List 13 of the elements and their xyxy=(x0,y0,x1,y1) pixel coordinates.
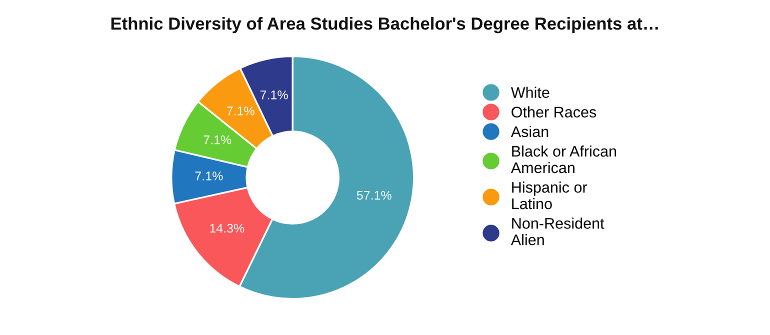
legend-label: Black or African American xyxy=(510,145,616,174)
legend-label: Other Races xyxy=(512,106,596,118)
data-label: 7.1% xyxy=(204,135,232,144)
data-label: 7.1% xyxy=(260,90,288,100)
data-label: 14.3% xyxy=(210,224,244,233)
chart-title: Ethnic Diversity of Area Studies Bachelor's Degree Recipients at… xyxy=(111,16,658,34)
legend-label: Non-Resident Alien xyxy=(510,218,604,246)
legend-label: White xyxy=(510,86,550,98)
data-label: 57.1% xyxy=(356,190,392,200)
legend-label: Asian xyxy=(510,126,548,138)
legend-label: Hispanic or Latino xyxy=(512,182,588,210)
data-label: 7.1% xyxy=(195,172,223,180)
data-label: 7.1% xyxy=(227,106,254,116)
